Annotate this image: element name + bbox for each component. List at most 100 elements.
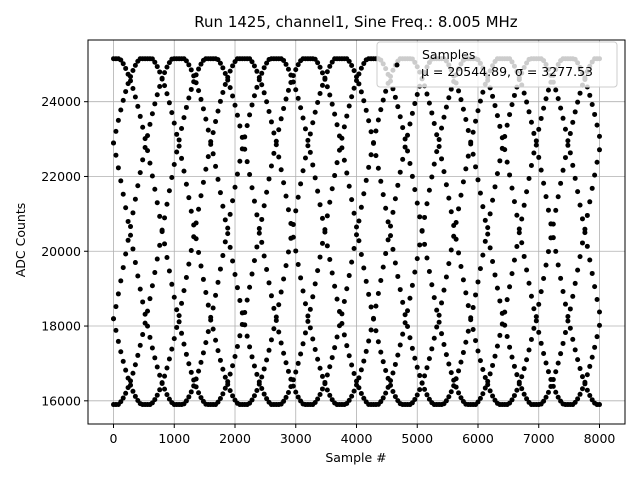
data-point xyxy=(149,111,155,117)
data-point xyxy=(208,141,214,147)
data-point xyxy=(271,326,277,332)
data-point xyxy=(349,197,355,203)
data-point xyxy=(407,295,413,301)
data-point xyxy=(434,149,440,155)
data-point xyxy=(278,289,284,295)
data-point xyxy=(281,350,287,356)
data-point xyxy=(492,103,498,109)
data-point xyxy=(380,192,386,198)
data-point xyxy=(480,89,486,95)
data-point xyxy=(553,207,559,213)
data-point xyxy=(526,109,532,115)
data-point xyxy=(397,342,403,348)
data-point xyxy=(196,390,202,396)
data-point xyxy=(200,179,206,185)
data-point xyxy=(441,342,447,348)
data-point xyxy=(531,325,537,331)
data-point xyxy=(439,331,445,337)
data-point xyxy=(312,399,318,405)
x-tick-label: 7000 xyxy=(523,431,555,446)
data-point xyxy=(312,281,318,287)
data-point xyxy=(268,293,274,299)
data-point xyxy=(405,324,411,330)
data-point xyxy=(159,380,165,386)
data-point xyxy=(424,392,430,398)
data-point xyxy=(312,347,318,352)
data-point xyxy=(577,391,583,397)
data-point xyxy=(473,118,479,124)
data-point xyxy=(538,167,544,173)
data-point xyxy=(198,193,204,199)
data-point xyxy=(402,144,408,150)
data-point xyxy=(123,390,129,396)
data-point xyxy=(448,389,454,395)
data-point xyxy=(210,326,216,332)
data-point xyxy=(397,169,403,175)
data-point xyxy=(312,109,318,115)
data-point xyxy=(383,88,389,94)
data-point xyxy=(443,182,449,188)
data-point xyxy=(256,226,262,232)
data-point xyxy=(439,156,445,162)
data-point xyxy=(198,395,204,401)
data-point xyxy=(120,358,126,364)
data-point xyxy=(118,278,124,284)
data-point xyxy=(295,262,301,268)
data-point xyxy=(259,70,265,76)
data-point xyxy=(152,270,158,276)
data-point xyxy=(237,298,243,304)
data-point xyxy=(521,366,527,372)
data-point xyxy=(373,128,379,134)
data-point xyxy=(152,101,158,107)
data-point xyxy=(200,106,206,112)
data-point xyxy=(558,105,564,111)
data-point xyxy=(130,210,136,216)
data-point xyxy=(441,169,447,175)
data-point xyxy=(514,212,520,218)
data-point xyxy=(567,150,573,156)
data-point xyxy=(298,275,304,281)
data-point xyxy=(213,163,219,169)
data-point xyxy=(329,101,335,107)
data-point xyxy=(140,299,146,305)
data-point xyxy=(519,240,525,246)
data-point xyxy=(319,373,325,379)
data-point xyxy=(494,285,500,291)
data-point xyxy=(482,217,488,223)
data-point xyxy=(589,354,595,360)
x-tick-label: 8000 xyxy=(584,431,616,446)
data-point xyxy=(351,85,357,91)
data-point xyxy=(417,373,423,379)
data-point xyxy=(358,89,364,95)
data-point xyxy=(157,213,163,219)
x-axis-ticks: 0 1000 2000 3000 4000 5000 6000 7000 8000 xyxy=(110,424,616,446)
data-point xyxy=(429,282,435,288)
data-point xyxy=(392,196,398,202)
data-point xyxy=(358,367,364,373)
data-point xyxy=(300,115,306,121)
data-point xyxy=(336,309,342,315)
data-point xyxy=(225,74,231,80)
data-point xyxy=(198,96,204,102)
data-point xyxy=(424,255,430,261)
data-point xyxy=(375,291,381,296)
data-point xyxy=(536,329,542,335)
data-point xyxy=(264,267,270,273)
data-point xyxy=(572,399,578,405)
data-point xyxy=(431,121,437,126)
data-point xyxy=(412,187,418,193)
data-point xyxy=(592,111,598,117)
data-point xyxy=(324,243,330,249)
data-point xyxy=(217,357,223,363)
data-point xyxy=(332,283,338,289)
data-point xyxy=(419,228,425,234)
data-point xyxy=(142,144,148,150)
y-tick-label: 20000 xyxy=(41,244,81,259)
data-point xyxy=(188,369,194,375)
data-point xyxy=(276,154,282,160)
legend-box xyxy=(376,41,618,88)
data-point xyxy=(220,366,226,372)
data-point xyxy=(118,107,124,113)
data-point xyxy=(344,170,350,176)
data-point xyxy=(422,214,428,220)
